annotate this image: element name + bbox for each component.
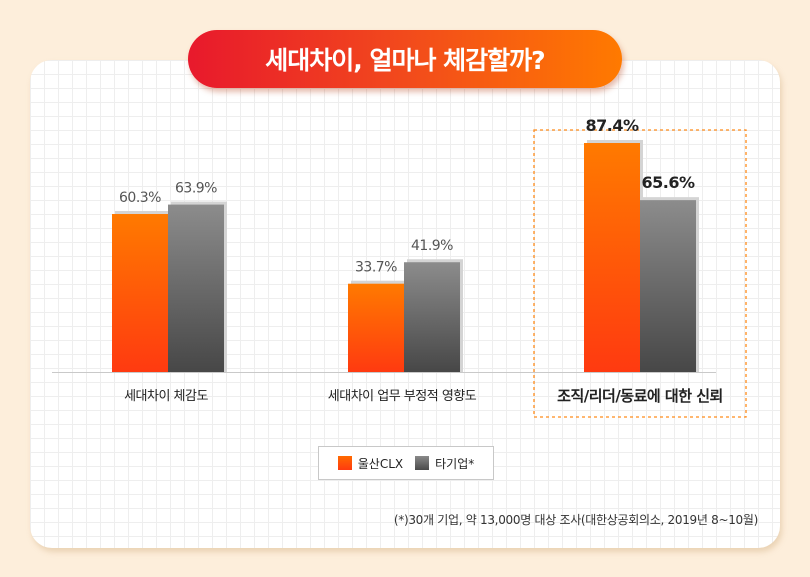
category-label: 조직/리더/동료에 대한 신뢰	[557, 387, 723, 405]
data-label: 87.4%	[585, 116, 638, 135]
category-label: 세대차이 업무 부정적 영향도	[328, 389, 477, 404]
data-label: 33.7%	[355, 260, 397, 276]
bar-ulsan-1	[112, 214, 168, 372]
category-label: 세대차이 체감도	[124, 389, 208, 404]
footnote: (*)30개 기업, 약 13,000명 대상 조사(대한상공회의소, 2019…	[393, 513, 758, 527]
data-label: 63.9%	[175, 181, 217, 197]
legend-label: 타기업*	[435, 456, 475, 471]
highlight-box	[533, 129, 747, 418]
legend: 울산CLX 타기업*	[318, 446, 494, 480]
title-banner: 세대차이, 얼마나 체감할까?	[188, 30, 622, 88]
legend-item-ulsan: 울산CLX	[337, 455, 404, 472]
bar-others-2	[404, 262, 460, 372]
bar-others-3	[640, 200, 696, 372]
data-label: 41.9%	[411, 238, 453, 254]
legend-swatch-gray	[415, 456, 430, 470]
data-label: 60.3%	[119, 190, 161, 206]
chart-title: 세대차이, 얼마나 체감할까?	[265, 46, 545, 75]
bar-ulsan-3	[584, 143, 640, 372]
legend-item-others: 타기업*	[415, 455, 474, 472]
bar-ulsan-2	[348, 283, 404, 372]
legend-swatch-orange	[337, 456, 352, 470]
data-label: 65.6%	[641, 173, 694, 192]
bar-others-1	[168, 204, 224, 372]
legend-label: 울산CLX	[357, 456, 404, 471]
